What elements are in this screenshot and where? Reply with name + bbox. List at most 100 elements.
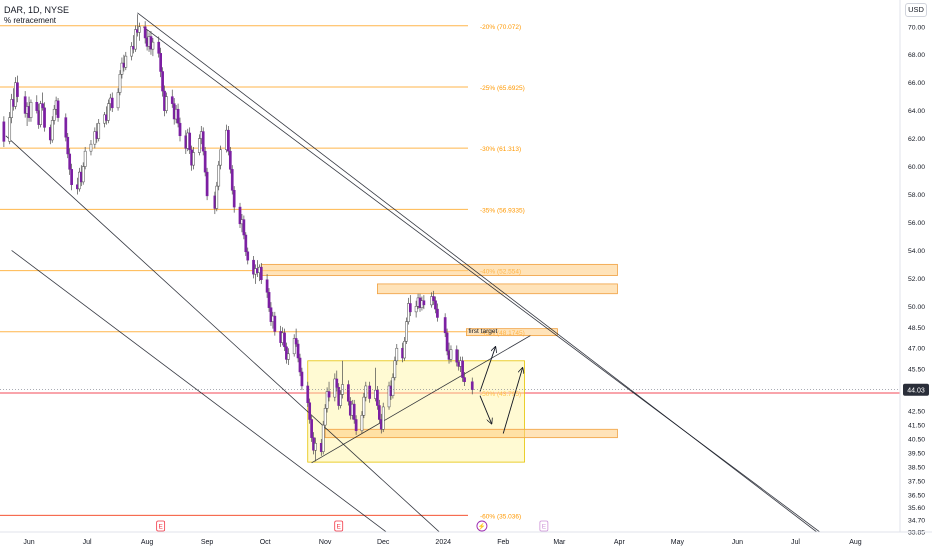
candle-body [432,296,435,301]
candle-body [321,424,325,452]
candle-body [422,300,426,306]
price-tick-label: 39.50 [908,451,925,458]
price-tick-label: 40.50 [908,437,925,444]
candle-body [325,391,329,409]
symbol-title[interactable]: DAR, 1D, NYSE [4,5,70,15]
candle-body [378,405,381,420]
time-tick-label: Nov [319,539,332,546]
candle-body [408,303,412,313]
candle-body [352,403,356,420]
candle-body [267,292,271,308]
price-tick-label: 48.50 [908,325,925,332]
candle-body [219,149,222,166]
price-tick-label: 52.00 [908,276,925,283]
candle-body [292,338,296,355]
candle-body [414,306,418,313]
candle-body [68,153,72,170]
time-tick-label: Jul [83,539,92,546]
candle-body [362,396,366,416]
candle-body [178,122,182,137]
candle-body [360,415,364,431]
candle-body [323,408,327,426]
price-tick-label: 56.00 [908,220,925,227]
projection-arrow [479,347,495,392]
projection-arrow [502,368,522,434]
candle-body [120,62,124,75]
supply-demand-zone [260,263,618,276]
candle-body [230,169,234,191]
candle-body [306,385,310,403]
earnings-marker [539,520,549,532]
candle-body [259,266,263,280]
candle-body [52,108,56,121]
annotation-label: first target [468,328,497,335]
candle-body [387,385,391,408]
indicator-title[interactable]: % retracement [4,16,57,25]
candle-body [232,190,236,208]
candle-body [50,120,54,141]
candle-body [434,300,437,310]
candle-body [97,122,101,139]
candle-body [244,234,248,253]
time-tick-label: Sep [201,539,214,546]
earnings-marker [156,520,166,532]
candle-body [455,349,459,363]
candle-body [252,259,255,275]
candle-body [238,206,242,225]
candle-body [308,402,312,420]
candle-body [176,108,180,124]
candle-body [157,41,161,54]
price-tick-label: 66.00 [908,80,925,87]
time-tick-label: Dec [377,539,390,546]
candle-body [170,96,174,104]
candle-body [8,117,12,142]
candle-body [43,107,46,128]
time-tick-label: Aug [849,539,862,546]
earnings-marker-label: E [542,524,547,531]
candle-body [403,340,406,359]
trendline [311,335,531,464]
candle-body [2,121,6,142]
price-tick-label: 47.00 [908,346,925,353]
candle-body [285,346,288,360]
currency-button[interactable]: USD [905,3,927,17]
price-tick-label: 45.50 [908,367,925,374]
candle-body [23,96,27,114]
price-tick-label: 62.00 [908,136,925,143]
candle-body [83,150,87,167]
candle-body [29,101,33,118]
price-tick-label: 33.85 [908,530,925,537]
last-price-label: 44.03 [907,388,925,395]
candle-body [159,53,162,72]
candle-body [393,360,397,378]
candle-body [333,378,337,398]
candle-body [134,29,137,50]
candle-body [10,99,13,118]
candle-body [364,385,368,398]
candle-body [89,143,93,152]
candle-body [56,100,60,118]
candle-body [138,26,141,33]
price-tick-label: 54.00 [908,248,925,255]
earnings-marker [334,520,344,532]
time-tick-label: May [671,539,685,546]
candle-body [81,166,85,183]
candle-body [407,303,410,322]
candle-body [16,82,19,97]
candle-body [461,360,464,378]
candle-body [205,171,209,197]
earnings-marker-label: E [158,524,163,531]
candle-body [269,307,273,322]
projection-arrow [479,395,492,424]
time-tick-label: Feb [497,539,509,546]
supply-demand-zone [324,428,618,439]
candle-body [215,185,219,209]
last-price-tag [903,383,929,396]
price-tick-label: 35.60 [908,505,925,512]
candle-body [405,321,408,342]
candle-body [376,389,379,406]
price-tick-label: 70.00 [908,24,925,31]
price-tick-label: 42.50 [908,409,925,416]
candle-body [436,308,439,318]
